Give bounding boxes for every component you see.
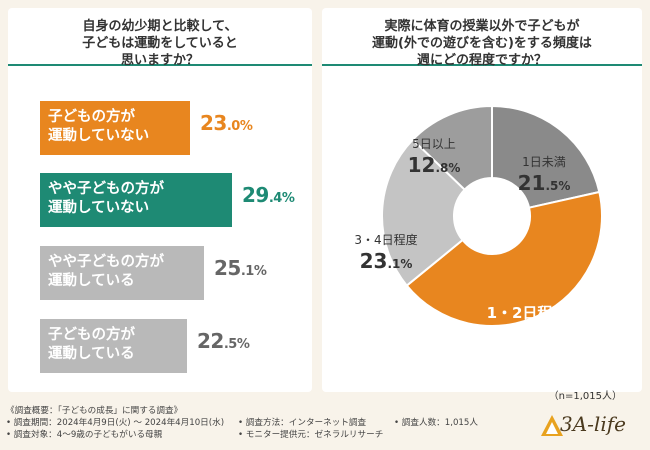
bar-value-label: 25.1% <box>214 256 267 280</box>
slice-value-label: 12.8% <box>408 153 461 177</box>
bar-value-label: 22.5% <box>197 329 250 353</box>
bar: やや子どもの方が 運動していない <box>40 173 232 227</box>
right-panel: 実際に体育の授業以外で子どもが 運動(外での遊びを含む)をする頻度は 週にどの程… <box>322 8 642 392</box>
bar: 子どもの方が 運動していない <box>40 101 190 155</box>
right-question-header: 実際に体育の授業以外で子どもが 運動(外での遊びを含む)をする頻度は 週にどの程… <box>322 8 642 69</box>
donut-slice <box>411 104 493 192</box>
company-logo: 3A-life <box>540 408 650 448</box>
left-question-header: 自身の幼少期と比較して、 子どもは運動をしていると 思いますか？ <box>8 8 312 69</box>
slice-category-label: 1日未満 <box>522 155 566 169</box>
bar-value-label: 29.4% <box>242 183 295 207</box>
sample-size: （n=1,015人） <box>548 391 622 402</box>
survey-method: • 調査方法：インターネット調査 <box>238 418 367 428</box>
bar: 子どもの方が 運動している <box>40 319 187 373</box>
survey-title: 《調査概要：「子どもの成長」に関する調査》 <box>6 406 183 416</box>
survey-period: • 調査期間：2024年4月9日(火) ～ 2024年4月10日(水) <box>6 418 225 428</box>
donut-slice <box>381 138 467 287</box>
donut-slice <box>491 104 601 209</box>
slice-value-label: 21.5% <box>518 171 571 195</box>
survey-respondents: • 調査人数：1,015人 <box>394 418 478 428</box>
slice-value-label: 23.1% <box>360 249 413 273</box>
slice-category-label: 5日以上 <box>412 137 456 151</box>
bar: やや子どもの方が 運動している <box>40 246 204 300</box>
logo-triangle-icon <box>541 415 563 436</box>
slice-category-label: 3・4日程度 <box>354 232 417 247</box>
slice-value-label: 42.6% <box>490 324 564 357</box>
left-question: 自身の幼少期と比較して、 子どもは運動をしていると 思いますか？ <box>82 19 238 69</box>
survey-target: • 調査対象：4～9歳の子どもがいる母親 <box>6 430 163 440</box>
donut-chart: 1日未満 21.5% 1・2日程度 42.6% 3・4日程度 23.1% 5日以上 12.8% <box>354 104 603 357</box>
left-panel: 自身の幼少期と比較して、 子どもは運動をしていると 思いますか？ 子どもの方が … <box>8 8 312 392</box>
logo-text: 3A-life <box>560 412 626 436</box>
survey-provider: • モニター提供元：ゼネラルリサーチ <box>238 430 384 440</box>
donut-slice <box>405 190 603 327</box>
bar-value-label: 23.0% <box>200 111 253 135</box>
right-question: 実際に体育の授業以外で子どもが 運動(外での遊びを含む)をする頻度は 週にどの程… <box>372 19 592 69</box>
slice-category-label: 1・2日程度 <box>487 304 569 322</box>
